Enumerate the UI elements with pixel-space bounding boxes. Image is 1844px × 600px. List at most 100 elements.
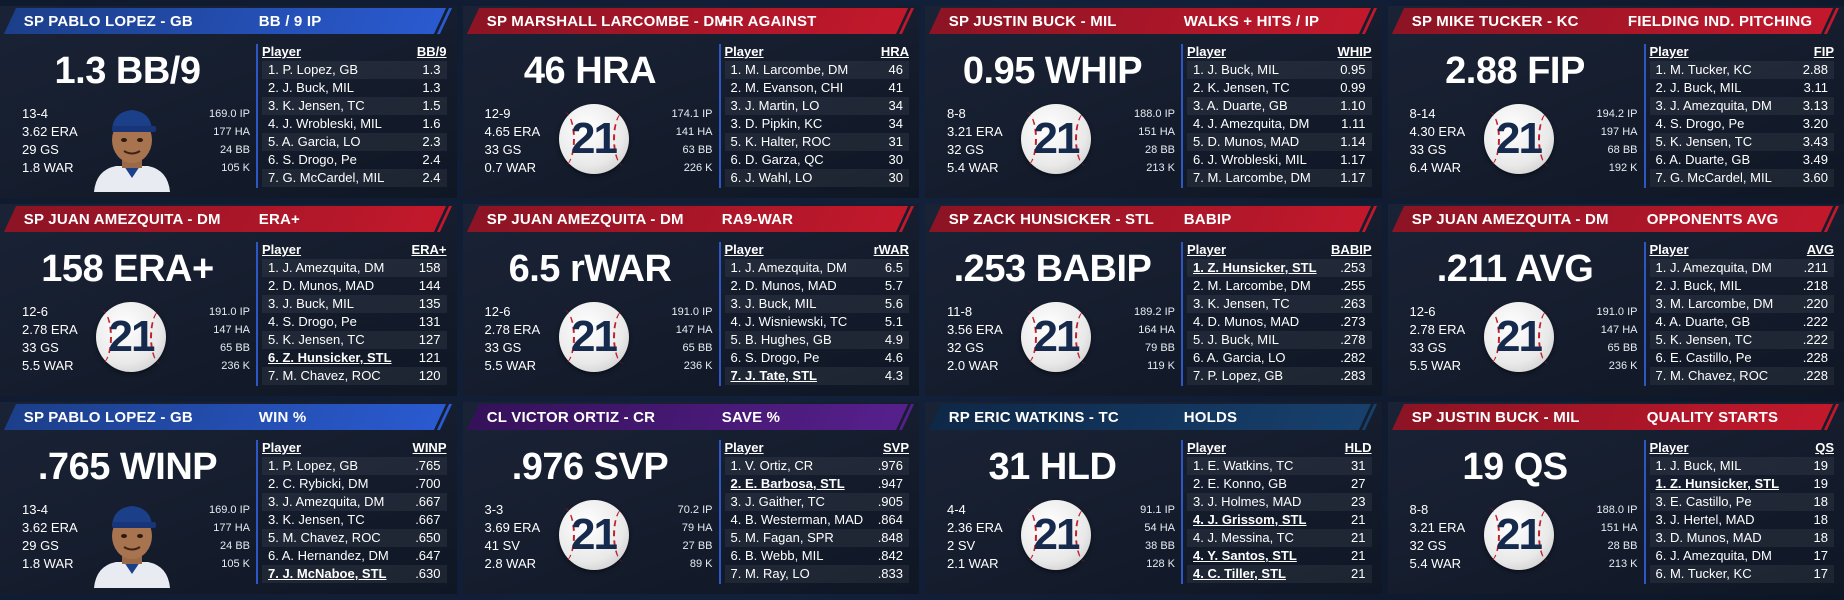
table-row[interactable]: 6. J. Amezquita, DM 17 bbox=[1650, 547, 1835, 565]
leader-card[interactable]: SP JUAN AMEZQUITA - DM OPPONENTS AVG .211 … bbox=[1387, 204, 1844, 396]
table-row[interactable]: 2. J. Buck, MIL 3.11 bbox=[1650, 79, 1835, 97]
table-row[interactable]: 1. P. Lopez, GB .765 bbox=[262, 457, 447, 475]
table-row[interactable]: 5. M. Chavez, ROC .650 bbox=[262, 529, 447, 547]
table-row[interactable]: 7. J. Tate, STL 4.3 bbox=[724, 367, 909, 385]
leader-card[interactable]: SP JUAN AMEZQUITA - DM ERA+ 158 ERA+ 12-6 2.… bbox=[0, 204, 457, 396]
table-row[interactable]: 1. J. Amezquita, DM .211 bbox=[1649, 259, 1834, 277]
table-row[interactable]: 7. G. McCardel, MIL 2.4 bbox=[262, 169, 447, 187]
table-row[interactable]: 6. D. Garza, QC 30 bbox=[725, 151, 910, 169]
table-row[interactable]: 6. B. Webb, MIL .842 bbox=[725, 547, 910, 565]
table-row[interactable]: 1. V. Ortiz, CR .976 bbox=[724, 457, 909, 475]
leader-card[interactable]: RP ERIC WATKINS - TC HOLDS 31 HLD 4-4 2.36 E… bbox=[925, 402, 1382, 594]
table-row[interactable]: 4. J. Grissom, STL 21 bbox=[1187, 511, 1372, 529]
table-row[interactable]: 3. D. Pipkin, KC 34 bbox=[725, 115, 910, 133]
table-row[interactable]: 1. J. Amezquita, DM 6.5 bbox=[724, 259, 909, 277]
table-row[interactable]: 1. M. Larcombe, DM 46 bbox=[724, 61, 909, 79]
table-row[interactable]: 3. J. Amezquita, DM 3.13 bbox=[1649, 97, 1834, 115]
leader-card[interactable]: SP PABLO LOPEZ - GB BB / 9 IP 1.3 BB/9 13-4… bbox=[0, 6, 457, 198]
table-row[interactable]: 4. J. Wrobleski, MIL 1.6 bbox=[262, 115, 447, 133]
table-row[interactable]: 3. A. Duarte, GB 1.10 bbox=[1187, 97, 1372, 115]
table-row[interactable]: 1. M. Tucker, KC 2.88 bbox=[1649, 61, 1834, 79]
table-row[interactable]: 3. K. Jensen, TC .263 bbox=[1187, 295, 1372, 313]
table-row[interactable]: 3. J. Buck, MIL 5.6 bbox=[724, 295, 909, 313]
table-row[interactable]: 5. K. Jensen, TC 127 bbox=[262, 331, 447, 349]
table-row[interactable]: 4. A. Duarte, GB .222 bbox=[1650, 313, 1835, 331]
table-row[interactable]: 7. M. Chavez, ROC .228 bbox=[1649, 367, 1834, 385]
table-row[interactable]: 6. A. Hernandez, DM .647 bbox=[262, 547, 447, 565]
table-row[interactable]: 4. B. Westerman, MAD .864 bbox=[725, 511, 910, 529]
table-row[interactable]: 2. J. Buck, MIL .218 bbox=[1650, 277, 1835, 295]
row-player[interactable]: 4. C. Tiller, STL bbox=[1193, 566, 1286, 581]
row-player[interactable]: 1. Z. Hunsicker, STL bbox=[1655, 476, 1780, 491]
table-row[interactable]: 2. M. Larcombe, DM .255 bbox=[1187, 277, 1372, 295]
table-row[interactable]: 4. C. Tiller, STL 21 bbox=[1187, 565, 1372, 583]
table-row[interactable]: 2. M. Evanson, CHI 41 bbox=[725, 79, 910, 97]
table-row[interactable]: 7. P. Lopez, GB .283 bbox=[1187, 367, 1372, 385]
row-player[interactable]: 2. E. Barbosa, STL bbox=[730, 476, 845, 491]
table-row[interactable]: 7. M. Chavez, ROC 120 bbox=[262, 367, 447, 385]
table-row[interactable]: 4. J. Amezquita, DM 1.11 bbox=[1187, 115, 1372, 133]
table-row[interactable]: 6. S. Drogo, Pe 2.4 bbox=[262, 151, 447, 169]
leader-card[interactable]: SP ZACK HUNSICKER - STL BABIP .253 BABIP 11… bbox=[925, 204, 1382, 396]
table-row[interactable]: 5. A. Garcia, LO 2.3 bbox=[262, 133, 447, 151]
table-row[interactable]: 3. J. Holmes, MAD 23 bbox=[1187, 493, 1372, 511]
leader-card[interactable]: CL VICTOR ORTIZ - CR SAVE % .976 SVP 3-3 3.6… bbox=[462, 402, 919, 594]
table-row[interactable]: 7. M. Ray, LO .833 bbox=[724, 565, 909, 583]
table-row[interactable]: 2. K. Jensen, TC 0.99 bbox=[1187, 79, 1372, 97]
table-row[interactable]: 5. J. Buck, MIL .278 bbox=[1187, 331, 1372, 349]
leader-card[interactable]: SP MARSHALL LARCOMBE - DM HR AGAINST 46 HR… bbox=[462, 6, 919, 198]
leader-card[interactable]: SP JUSTIN BUCK - MIL WALKS + HITS / IP 0.9… bbox=[925, 6, 1382, 198]
table-row[interactable]: 1. P. Lopez, GB 1.3 bbox=[262, 61, 447, 79]
table-row[interactable]: 3. J. Buck, MIL 135 bbox=[262, 295, 447, 313]
table-row[interactable]: 6. Z. Hunsicker, STL 121 bbox=[262, 349, 447, 367]
table-row[interactable]: 3. J. Amezquita, DM .667 bbox=[262, 493, 447, 511]
table-row[interactable]: 4. S. Drogo, Pe 3.20 bbox=[1650, 115, 1835, 133]
row-player[interactable]: 6. Z. Hunsicker, STL bbox=[268, 350, 392, 365]
row-player[interactable]: 1. Z. Hunsicker, STL bbox=[1193, 260, 1317, 275]
table-row[interactable]: 1. E. Watkins, TC 31 bbox=[1187, 457, 1372, 475]
row-player[interactable]: 4. J. Grissom, STL bbox=[1193, 512, 1307, 527]
table-row[interactable]: 2. C. Rybicki, DM .700 bbox=[262, 475, 447, 493]
leader-card[interactable]: SP MIKE TUCKER - KC FIELDING IND. PITCHIN… bbox=[1387, 6, 1844, 198]
table-row[interactable]: 5. K. Jensen, TC .222 bbox=[1649, 331, 1834, 349]
table-row[interactable]: 6. A. Garcia, LO .282 bbox=[1187, 349, 1372, 367]
row-player[interactable]: 7. J. Tate, STL bbox=[730, 368, 817, 383]
table-row[interactable]: 3. E. Castillo, Pe 18 bbox=[1649, 493, 1834, 511]
table-row[interactable]: 2. E. Konno, GB 27 bbox=[1187, 475, 1372, 493]
row-player[interactable]: 4. Y. Santos, STL bbox=[1193, 548, 1297, 563]
table-row[interactable]: 1. J. Amezquita, DM 158 bbox=[262, 259, 447, 277]
table-row[interactable]: 4. D. Munos, MAD .273 bbox=[1187, 313, 1372, 331]
table-row[interactable]: 3. M. Larcombe, DM .220 bbox=[1649, 295, 1834, 313]
table-row[interactable]: 1. J. Buck, MIL 19 bbox=[1649, 457, 1834, 475]
leader-card[interactable]: SP JUAN AMEZQUITA - DM RA9-WAR 6.5 rWAR 12-… bbox=[462, 204, 919, 396]
table-row[interactable]: 4. Y. Santos, STL 21 bbox=[1187, 547, 1372, 565]
table-row[interactable]: 4. S. Drogo, Pe 131 bbox=[262, 313, 447, 331]
table-row[interactable]: 3. D. Munos, MAD 18 bbox=[1649, 529, 1834, 547]
table-row[interactable]: 4. J. Messina, TC 21 bbox=[1187, 529, 1372, 547]
table-row[interactable]: 3. J. Martin, LO 34 bbox=[724, 97, 909, 115]
table-row[interactable]: 2. D. Munos, MAD 144 bbox=[262, 277, 447, 295]
table-row[interactable]: 3. J. Hertel, MAD 18 bbox=[1650, 511, 1835, 529]
table-row[interactable]: 1. Z. Hunsicker, STL 19 bbox=[1650, 475, 1835, 493]
table-row[interactable]: 6. J. Wrobleski, MIL 1.17 bbox=[1187, 151, 1372, 169]
table-row[interactable]: 3. K. Jensen, TC .667 bbox=[262, 511, 447, 529]
table-row[interactable]: 7. J. McNaboe, STL .630 bbox=[262, 565, 447, 583]
table-row[interactable]: 2. E. Barbosa, STL .947 bbox=[725, 475, 910, 493]
table-row[interactable]: 5. K. Jensen, TC 3.43 bbox=[1649, 133, 1834, 151]
table-row[interactable]: 5. M. Fagan, SPR .848 bbox=[724, 529, 909, 547]
table-row[interactable]: 4. J. Wisniewski, TC 5.1 bbox=[725, 313, 910, 331]
table-row[interactable]: 7. G. McCardel, MIL 3.60 bbox=[1649, 169, 1834, 187]
table-row[interactable]: 2. J. Buck, MIL 1.3 bbox=[262, 79, 447, 97]
table-row[interactable]: 6. M. Tucker, KC 17 bbox=[1649, 565, 1834, 583]
table-row[interactable]: 6. E. Castillo, Pe .228 bbox=[1650, 349, 1835, 367]
leader-card[interactable]: SP PABLO LOPEZ - GB WIN % .765 WINP 13-4 3.6… bbox=[0, 402, 457, 594]
table-row[interactable]: 3. J. Gaither, TC .905 bbox=[724, 493, 909, 511]
table-row[interactable]: 7. M. Larcombe, DM 1.17 bbox=[1187, 169, 1372, 187]
table-row[interactable]: 2. D. Munos, MAD 5.7 bbox=[725, 277, 910, 295]
leader-card[interactable]: SP JUSTIN BUCK - MIL QUALITY STARTS 19 QS 8… bbox=[1387, 402, 1844, 594]
table-row[interactable]: 5. D. Munos, MAD 1.14 bbox=[1187, 133, 1372, 151]
table-row[interactable]: 6. S. Drogo, Pe 4.6 bbox=[725, 349, 910, 367]
row-player[interactable]: 7. J. McNaboe, STL bbox=[268, 566, 387, 581]
table-row[interactable]: 5. K. Halter, ROC 31 bbox=[724, 133, 909, 151]
table-row[interactable]: 1. Z. Hunsicker, STL .253 bbox=[1187, 259, 1372, 277]
